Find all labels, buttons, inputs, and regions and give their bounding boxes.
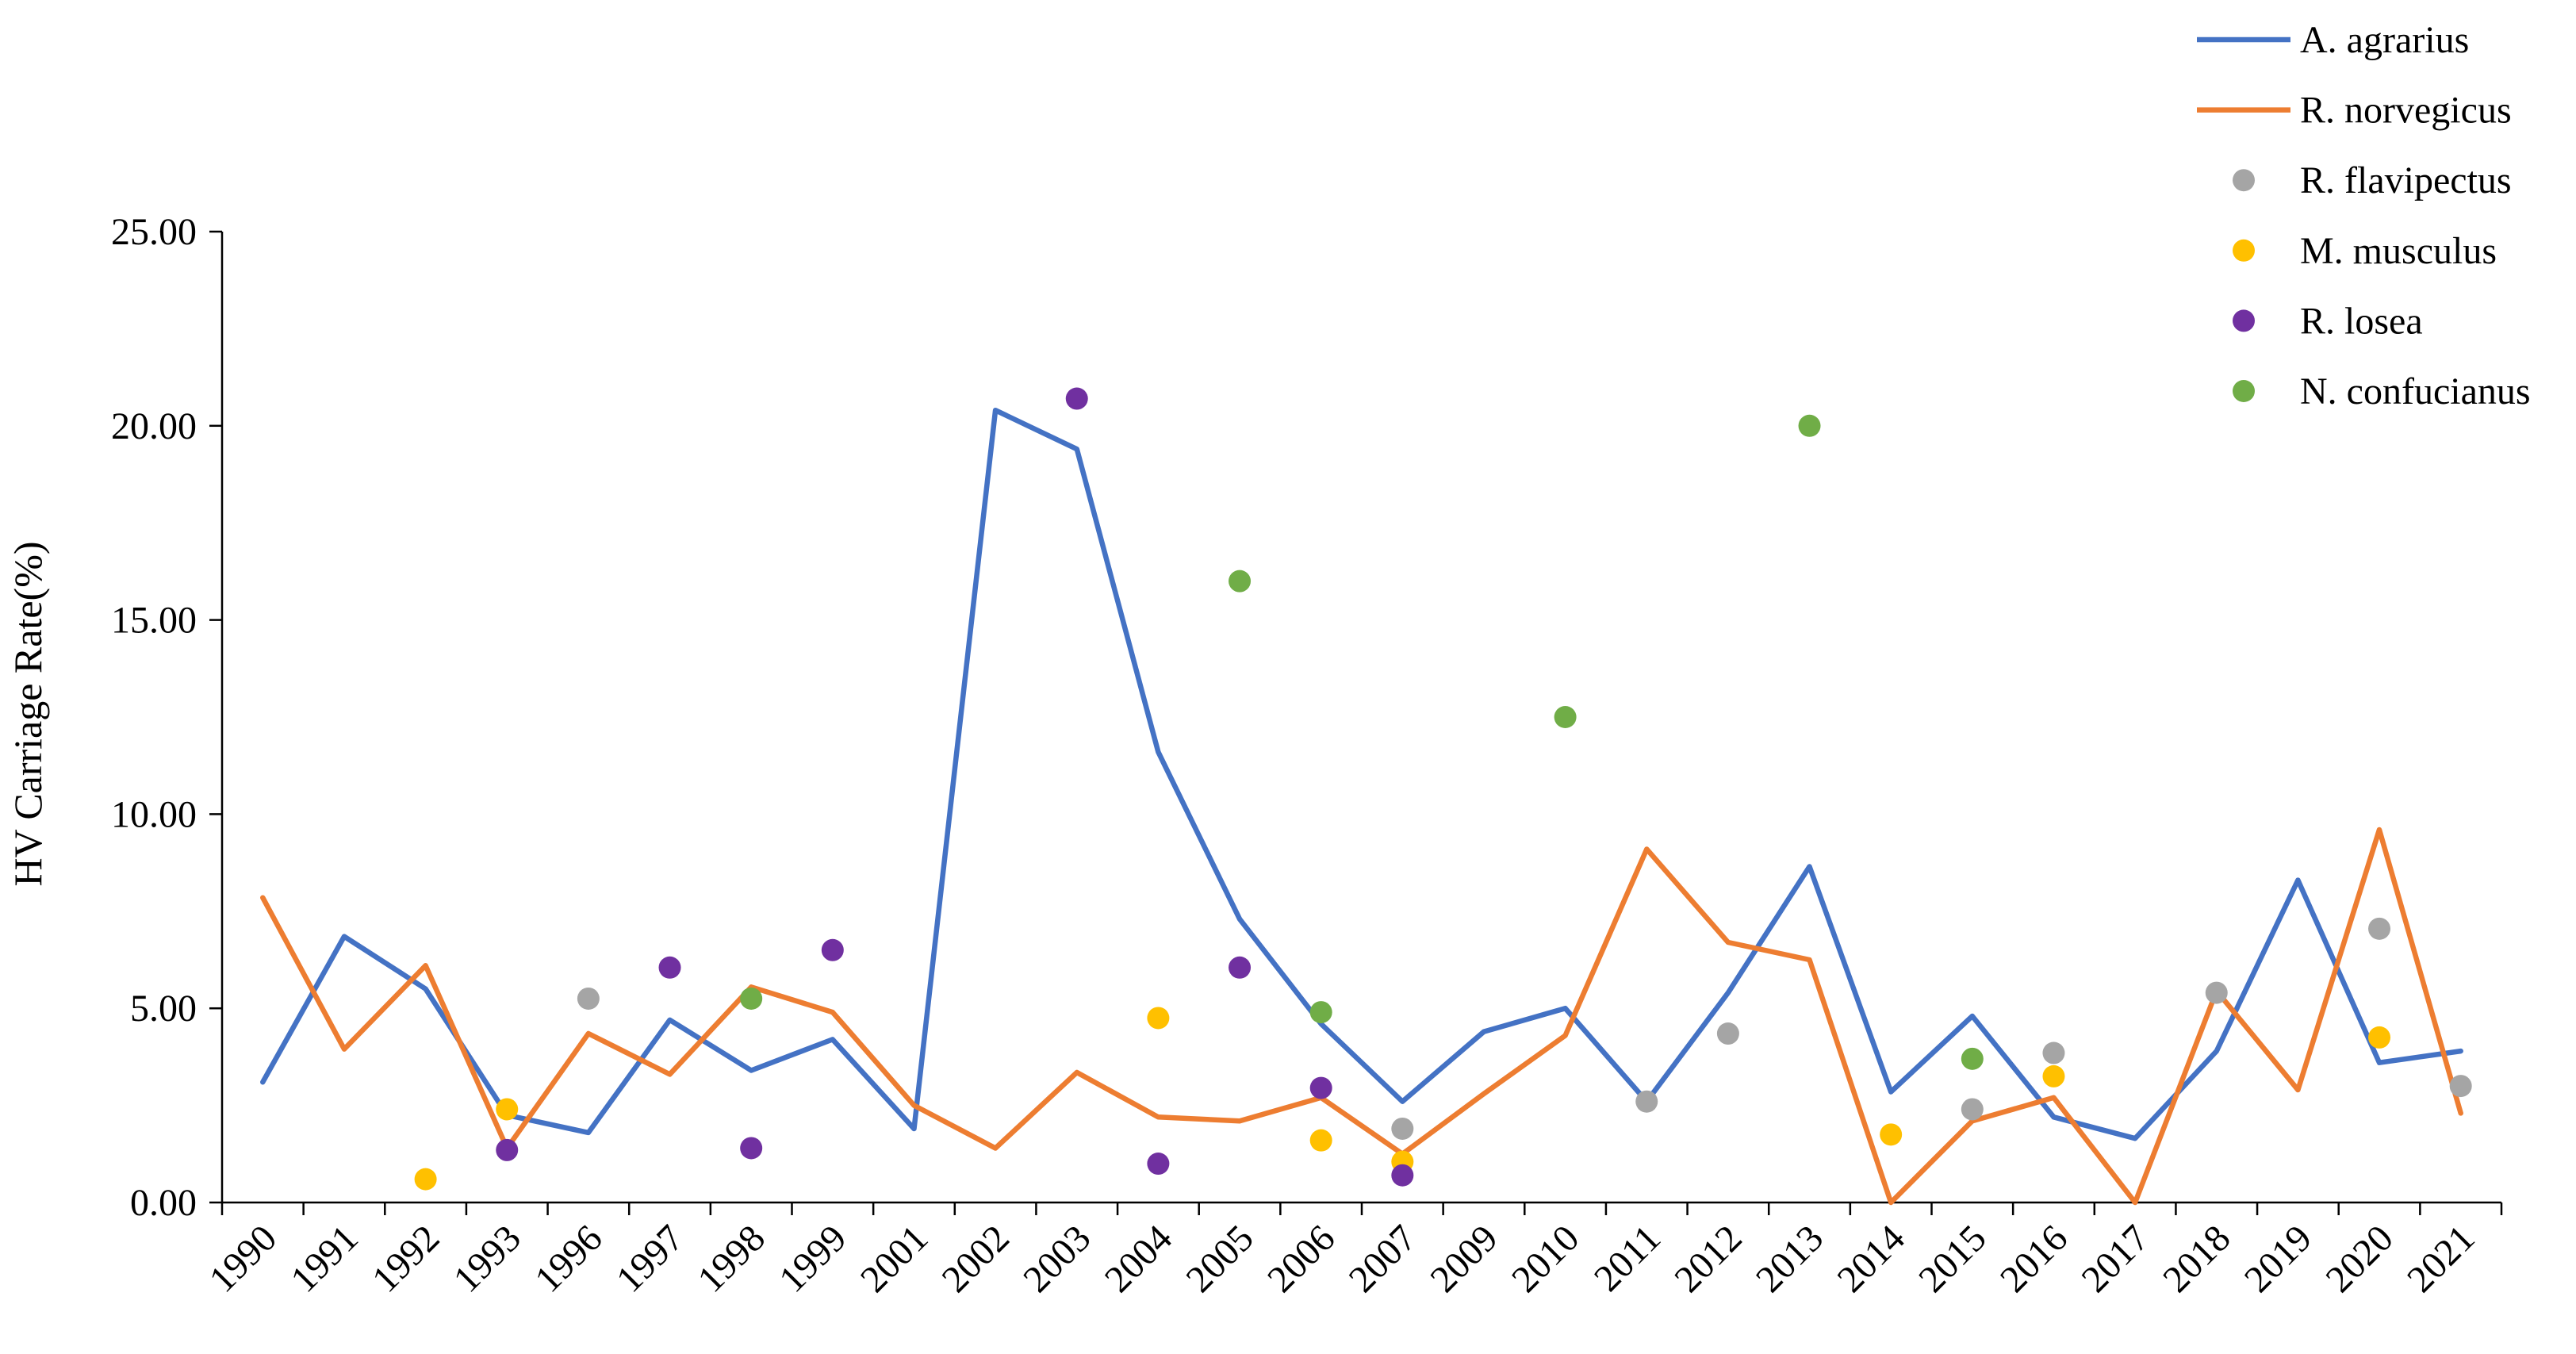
legend-swatch-r-losea [2233, 309, 2255, 332]
data-point-r-flavipectus [2042, 1041, 2065, 1064]
x-tick-label: 2003 [1015, 1217, 1098, 1300]
x-tick-label: 2018 [2155, 1217, 2238, 1300]
data-point-r-losea [496, 1138, 519, 1161]
x-tick-label: 2014 [1830, 1217, 1913, 1300]
y-tick-label: 15.00 [111, 600, 197, 642]
y-tick-label: 10.00 [111, 793, 197, 835]
legend-label-r-norvegicus: R. norvegicus [2300, 90, 2512, 132]
data-point-r-losea [658, 956, 681, 979]
y-tick-label: 5.00 [130, 988, 197, 1030]
x-tick-label: 2015 [1911, 1217, 1994, 1300]
x-tick-label: 2007 [1341, 1217, 1424, 1300]
y-tick-label: 20.00 [111, 405, 197, 447]
x-tick-label: 1998 [690, 1217, 773, 1300]
data-point-r-flavipectus [1716, 1022, 1739, 1045]
x-tick-label: 1999 [771, 1217, 854, 1300]
data-point-n-confucianus [1554, 706, 1577, 728]
x-tick-labels: 1990199119921993199619971998199920012002… [201, 1202, 2503, 1301]
x-tick-label: 1991 [282, 1217, 366, 1300]
x-tick-label: 2012 [1666, 1217, 1750, 1300]
data-point-r-flavipectus [1635, 1090, 1658, 1113]
x-tick-label: 2005 [1178, 1217, 1261, 1300]
data-point-r-losea [740, 1137, 763, 1160]
x-tick-label: 2009 [1422, 1217, 1505, 1300]
legend-swatch-m-musculus [2233, 239, 2255, 262]
x-tick-label: 1993 [446, 1217, 529, 1300]
data-point-m-musculus [496, 1098, 519, 1121]
x-tick-label: 2006 [1259, 1217, 1343, 1300]
data-point-r-losea [1229, 956, 1252, 979]
axes [220, 232, 2501, 1204]
y-tick-labels: 0.00 5.00 10.00 15.00 20.00 25.00 [111, 211, 222, 1224]
legend: A. agrarius R. norvegicus R. flavipectus M.… [2197, 19, 2531, 412]
legend-label-n-confucianus: N. confucianus [2300, 370, 2531, 412]
x-tick-label: 1992 [364, 1217, 447, 1300]
x-tick-label: 2016 [1992, 1217, 2076, 1300]
data-point-n-confucianus [1961, 1047, 1984, 1070]
legend-label-r-losea: R. losea [2300, 300, 2423, 342]
data-point-m-musculus [2368, 1026, 2391, 1049]
series-line-r-norvegicus [260, 827, 2463, 1206]
x-tick-label: 1997 [608, 1217, 692, 1300]
data-point-n-confucianus [1798, 414, 1821, 437]
legend-label-a-agrarius: A. agrarius [2300, 19, 2469, 61]
x-tick-label: 1990 [201, 1217, 285, 1300]
legend-swatch-r-flavipectus [2233, 169, 2255, 192]
y-tick-label: 0.00 [130, 1182, 197, 1224]
x-tick-label: 2013 [1748, 1217, 1831, 1300]
x-tick-label: 2010 [1504, 1217, 1587, 1300]
data-point-r-losea [1147, 1153, 1170, 1176]
data-point-r-flavipectus [2205, 981, 2228, 1004]
data-point-n-confucianus [740, 987, 763, 1010]
data-point-n-confucianus [1229, 570, 1252, 593]
data-point-m-musculus [1147, 1007, 1170, 1030]
data-point-r-flavipectus [577, 987, 600, 1010]
x-tick-label: 2019 [2237, 1217, 2320, 1300]
data-point-r-flavipectus [1391, 1117, 1414, 1140]
data-point-r-losea [821, 938, 844, 961]
data-point-n-confucianus [1309, 1001, 1332, 1024]
y-axis-title: HV Carriage Rate(%) [6, 541, 50, 886]
data-point-m-musculus [2042, 1064, 2065, 1087]
x-tick-label: 2002 [934, 1217, 1018, 1300]
x-tick-label: 2011 [1586, 1217, 1669, 1299]
data-point-m-musculus [414, 1168, 437, 1191]
legend-swatch-n-confucianus [2233, 380, 2255, 402]
x-tick-label: 2004 [1097, 1217, 1180, 1300]
data-point-r-flavipectus [2368, 917, 2391, 940]
data-point-r-losea [1309, 1076, 1332, 1099]
data-point-r-flavipectus [2449, 1075, 2472, 1098]
data-point-r-losea [1391, 1164, 1414, 1187]
data-point-r-losea [1065, 387, 1088, 410]
x-tick-label: 2021 [2399, 1217, 2482, 1300]
x-tick-label: 2020 [2317, 1217, 2401, 1300]
data-point-r-flavipectus [1961, 1098, 1984, 1121]
plot-area [260, 387, 2472, 1206]
data-point-m-musculus [1309, 1129, 1332, 1152]
series-line-a-agrarius [260, 407, 2463, 1141]
x-tick-label: 1996 [527, 1217, 610, 1300]
x-tick-label: 2001 [853, 1217, 936, 1300]
y-tick-label: 25.00 [111, 211, 197, 253]
legend-label-m-musculus: M. musculus [2300, 230, 2497, 272]
legend-label-r-flavipectus: R. flavipectus [2300, 159, 2512, 201]
x-tick-label: 2017 [2074, 1217, 2157, 1300]
data-point-m-musculus [1880, 1123, 1903, 1146]
